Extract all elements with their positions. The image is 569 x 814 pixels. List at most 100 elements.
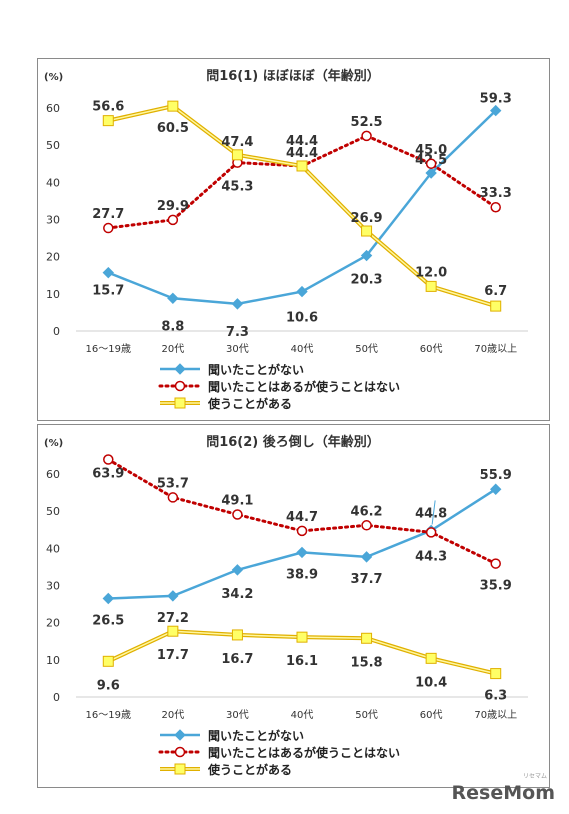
- legend-item: 使うことがある: [160, 396, 292, 411]
- y-tick-label: 10: [46, 288, 60, 301]
- legend-label: 使うことがある: [207, 762, 292, 777]
- data-label: 26.5: [92, 614, 124, 629]
- data-point: [232, 509, 243, 520]
- data-point: [167, 492, 179, 503]
- data-label: 52.5: [351, 115, 383, 130]
- y-tick-label: 30: [46, 580, 60, 593]
- x-tick-label: 16～19歳: [86, 343, 131, 355]
- legend-item: 聞いたことがない: [160, 728, 304, 743]
- legend-marker: [174, 763, 186, 775]
- legend-marker: [174, 363, 186, 375]
- data-label: 27.2: [157, 611, 189, 626]
- x-tick-label: 60代: [420, 343, 443, 355]
- x-tick-label: 70歳以上: [474, 709, 517, 721]
- legend-label: 使うことがある: [207, 396, 292, 411]
- data-point: [490, 300, 502, 312]
- data-label: 33.3: [480, 186, 512, 201]
- y-tick-label: 20: [46, 617, 60, 630]
- data-label: 35.9: [480, 579, 512, 594]
- y-tick-label: 40: [46, 176, 60, 189]
- y-tick-label: 40: [46, 542, 60, 555]
- data-label: 6.7: [484, 284, 507, 299]
- chart-title: 問16(1) ほぼほぼ（年齢別）: [206, 68, 380, 84]
- data-point: [490, 201, 501, 213]
- x-tick-label: 60代: [420, 709, 443, 721]
- legend-item: 聞いたことはあるが使うことはない: [158, 379, 400, 394]
- data-label: 10.6: [286, 311, 318, 326]
- data-label: 45.0: [415, 143, 447, 158]
- legend-item: 聞いたことがない: [160, 362, 304, 377]
- legend-marker: [174, 729, 186, 741]
- data-point: [231, 629, 243, 641]
- data-point: [490, 483, 502, 495]
- callout-line: [431, 500, 436, 525]
- data-point: [296, 631, 308, 643]
- data-label: 7.3: [226, 325, 249, 340]
- data-point: [103, 222, 114, 234]
- data-point: [167, 292, 179, 305]
- data-point: [425, 527, 437, 538]
- data-label: 26.9: [351, 211, 383, 226]
- data-point: [490, 558, 501, 569]
- data-point: [102, 115, 114, 127]
- data-point: [425, 652, 437, 664]
- x-tick-label: 50代: [355, 709, 378, 721]
- data-point: [361, 520, 372, 531]
- x-tick-label: 30代: [226, 343, 249, 355]
- chart-title: 問16(2) 後ろ倒し（年齢別）: [206, 434, 380, 450]
- data-point: [167, 625, 179, 637]
- data-label: 20.3: [351, 273, 383, 288]
- y-tick-label: 20: [46, 251, 60, 264]
- x-tick-label: 40代: [291, 343, 314, 355]
- x-tick-label: 20代: [161, 343, 184, 355]
- brand-small-text: リセマム: [522, 773, 547, 780]
- legend-marker: [174, 380, 186, 392]
- y-tick-label: 30: [46, 214, 60, 227]
- y-tick-label: 0: [53, 325, 60, 338]
- data-label: 44.7: [286, 510, 318, 525]
- series-points-1: 63.9 53.7 49.1 44.7 46.2 44.3 35.9: [92, 454, 512, 594]
- chart-panel-1: 問16(1) ほぼほぼ（年齢別） (%) 0 10 20 30 40 50 60 16～19歳 20…: [37, 58, 550, 421]
- y-tick-label: 50: [46, 505, 60, 518]
- data-label: 6.3: [484, 689, 507, 704]
- data-label: 44.4: [286, 146, 318, 161]
- data-label: 29.9: [157, 199, 189, 214]
- data-label: 44.3: [415, 549, 447, 564]
- chart-panel-2: 問16(2) 後ろ倒し（年齢別） (%) 0 10 20 30 40 50 60 16～19歳 20…: [37, 424, 550, 788]
- y-tick-label: 50: [46, 139, 60, 152]
- y-tick-label: 0: [53, 691, 60, 704]
- y-tick-label: 60: [46, 468, 60, 481]
- data-point: [296, 160, 308, 172]
- data-label: 12.0: [415, 265, 447, 280]
- legend-label: 聞いたことがない: [208, 362, 304, 377]
- data-label: 16.1: [286, 654, 318, 669]
- data-point: [102, 266, 114, 279]
- x-tick-label: 70歳以上: [474, 343, 517, 355]
- data-label: 16.7: [221, 652, 253, 667]
- data-point: [425, 167, 437, 179]
- data-label: 10.4: [415, 675, 447, 690]
- data-label: 38.9: [286, 567, 318, 582]
- legend-label: 聞いたことがない: [208, 728, 304, 743]
- data-point: [167, 214, 179, 226]
- series-points-2: 56.6 60.5 47.4 44.4 26.9 12.0 6.7: [92, 100, 507, 312]
- data-label: 15.7: [92, 284, 124, 299]
- data-label: 37.7: [351, 572, 383, 587]
- data-label: 34.2: [221, 587, 253, 602]
- series-points-1: 27.7 29.9 45.3 44.4 52.5 45.0 33.3: [92, 115, 512, 234]
- data-label: 44.8: [415, 506, 447, 521]
- chart-2: 問16(2) 後ろ倒し（年齢別） (%) 0 10 20 30 40 50 60 16～19歳 20…: [44, 434, 528, 777]
- data-label: 46.2: [351, 504, 383, 519]
- data-label: 59.3: [480, 92, 512, 107]
- brand-logo: ReseMom: [451, 782, 555, 804]
- y-axis-unit: (%): [44, 438, 63, 449]
- y-tick-label: 60: [46, 102, 60, 115]
- x-tick-label: 50代: [355, 343, 378, 355]
- data-label: 8.8: [161, 319, 184, 334]
- data-point: [103, 454, 114, 465]
- data-point: [102, 655, 114, 667]
- data-label: 56.6: [92, 100, 124, 115]
- legend-item: 使うことがある: [160, 762, 292, 777]
